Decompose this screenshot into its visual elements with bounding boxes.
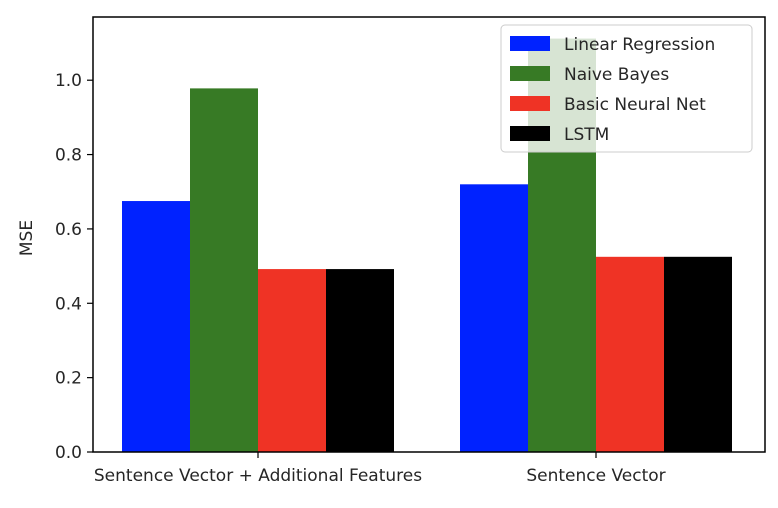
y-tick-label: 0.2 bbox=[55, 369, 82, 389]
legend-swatch bbox=[510, 126, 550, 141]
legend-swatch bbox=[510, 66, 550, 81]
legend-swatch bbox=[510, 36, 550, 51]
y-tick-label: 0.0 bbox=[55, 443, 82, 463]
y-axis-label: MSE bbox=[17, 220, 37, 256]
legend-label: Naive Bayes bbox=[564, 65, 669, 85]
legend-label: Linear Regression bbox=[564, 35, 715, 55]
y-tick-label: 0.8 bbox=[55, 146, 82, 166]
bar-linear-regression-1 bbox=[460, 184, 528, 453]
legend: Linear Regression Naive Bayes Basic Neural… bbox=[500, 24, 753, 153]
y-tick-label: 0.4 bbox=[55, 294, 82, 314]
bar-basic-neural-net-1 bbox=[596, 256, 664, 452]
x-tick-label: Sentence Vector + Additional Features bbox=[94, 466, 422, 486]
y-axis: 0.0 0.2 0.4 0.6 0.8 1.0 bbox=[55, 71, 93, 463]
bar-naive-bayes-0 bbox=[190, 88, 258, 452]
bar-lstm-1 bbox=[664, 256, 732, 452]
y-tick-label: 0.6 bbox=[55, 220, 82, 240]
bar-linear-regression-0 bbox=[122, 201, 190, 452]
legend-label: LSTM bbox=[564, 125, 609, 145]
x-axis: Sentence Vector + Additional Features Sen… bbox=[94, 452, 666, 486]
y-tick-label: 1.0 bbox=[55, 71, 82, 91]
legend-box bbox=[500, 24, 753, 153]
bars-layer bbox=[122, 38, 732, 453]
bar-lstm-0 bbox=[326, 269, 394, 452]
x-tick-label: Sentence Vector bbox=[526, 466, 665, 486]
bar-basic-neural-net-0 bbox=[258, 269, 326, 452]
legend-label: Basic Neural Net bbox=[564, 95, 706, 115]
plot-frame bbox=[92, 16, 766, 453]
legend-swatch bbox=[510, 96, 550, 111]
